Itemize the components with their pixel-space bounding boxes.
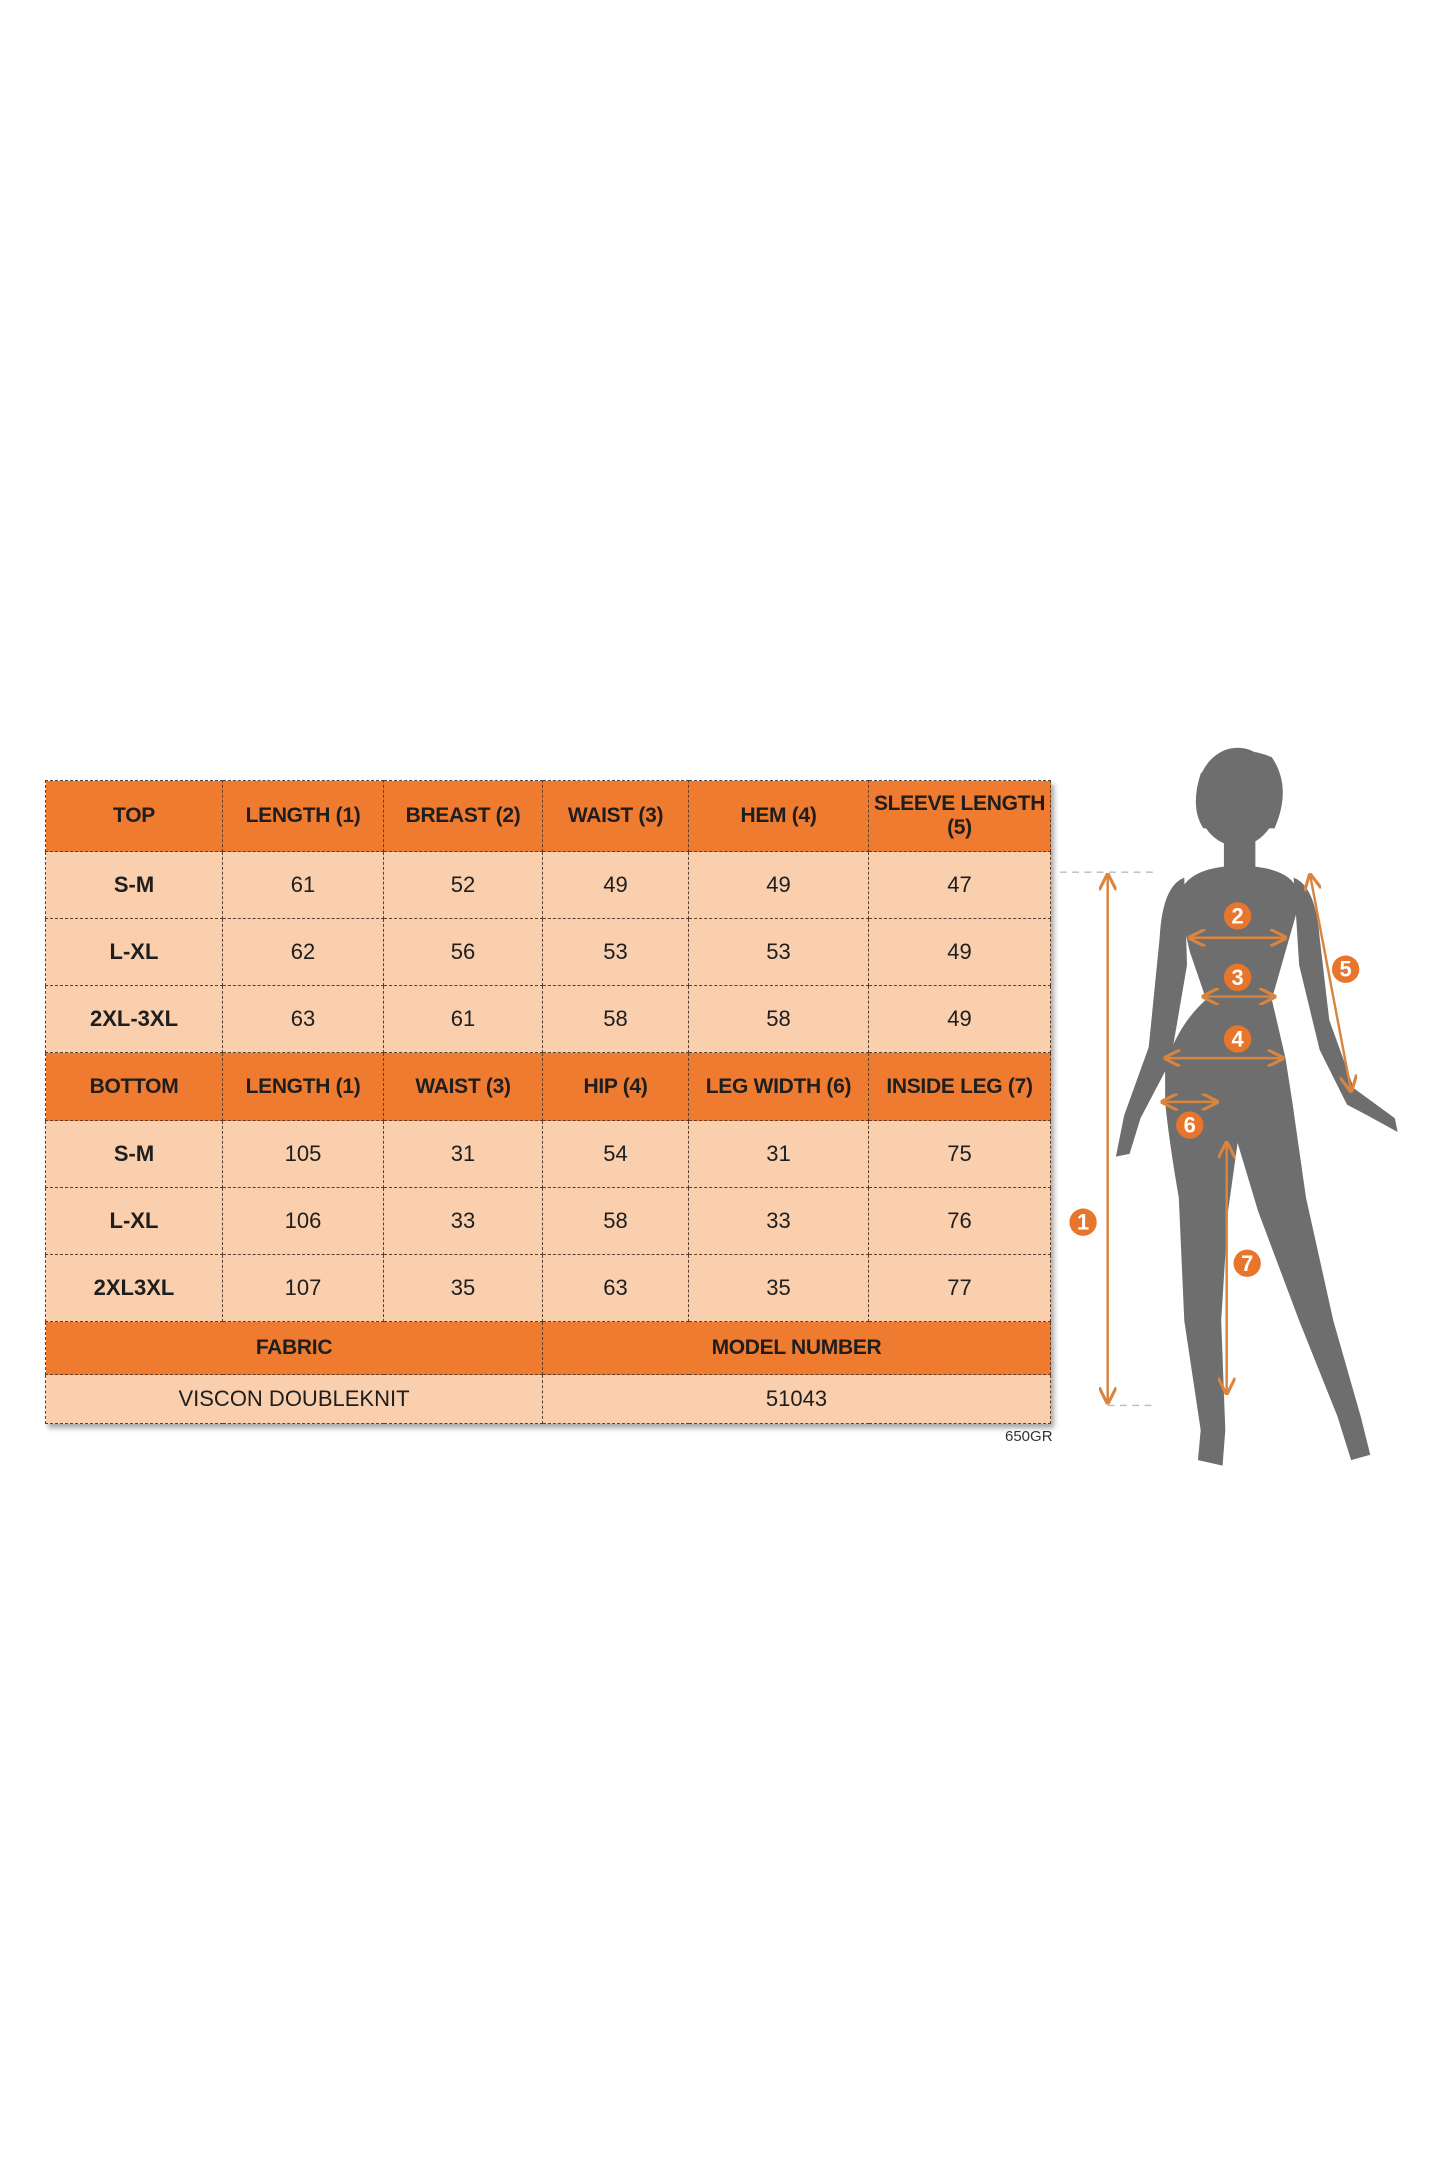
table-cell: 35 bbox=[383, 1254, 543, 1322]
marker-number: 3 bbox=[1232, 965, 1244, 990]
silhouette-icon bbox=[1115, 747, 1398, 1466]
table-cell: 33 bbox=[688, 1187, 869, 1255]
size-chart-table: TOP LENGTH (1) BREAST (2) WAIST (3) HEM (4) S… bbox=[45, 780, 1051, 1424]
table-cell: 63 bbox=[222, 985, 384, 1053]
table-cell: 107 bbox=[222, 1254, 384, 1322]
marker-circle-1 bbox=[1069, 1208, 1097, 1236]
table-cell: 77 bbox=[868, 1254, 1051, 1322]
table-row: 2XL-3XL 63 61 58 58 49 bbox=[45, 985, 1051, 1053]
table-cell: 35 bbox=[688, 1254, 869, 1322]
info-header-row: FABRIC MODEL NUMBER bbox=[45, 1321, 1051, 1375]
marker-number: 6 bbox=[1184, 1113, 1196, 1138]
column-header: BREAST (2) bbox=[383, 780, 543, 852]
marker-number: 4 bbox=[1232, 1026, 1245, 1051]
column-header: INSIDE LEG (7) bbox=[868, 1052, 1051, 1121]
top-header-row: TOP LENGTH (1) BREAST (2) WAIST (3) HEM (4) S… bbox=[45, 780, 1051, 852]
table-cell: 49 bbox=[868, 985, 1051, 1053]
column-header: TOP bbox=[45, 780, 223, 852]
size-label: 2XL-3XL bbox=[45, 985, 223, 1053]
table-cell: 31 bbox=[383, 1120, 543, 1188]
table-cell: 51043 bbox=[542, 1374, 1051, 1424]
table-cell: 53 bbox=[688, 918, 869, 986]
table-cell: 106 bbox=[222, 1187, 384, 1255]
weight-note: 650GR bbox=[1005, 1428, 1053, 1445]
bottom-header-row: BOTTOM LENGTH (1) WAIST (3) HIP (4) LEG WIDT… bbox=[45, 1052, 1051, 1121]
table-cell: 76 bbox=[868, 1187, 1051, 1255]
info-row: VISCON DOUBLEKNIT 51043 bbox=[45, 1374, 1051, 1424]
table-cell: 75 bbox=[868, 1120, 1051, 1188]
column-header: MODEL NUMBER bbox=[542, 1321, 1051, 1375]
table-cell: 56 bbox=[383, 918, 543, 986]
marker-number: 2 bbox=[1232, 903, 1244, 928]
table-cell: 49 bbox=[868, 918, 1051, 986]
column-header: LENGTH (1) bbox=[222, 780, 384, 852]
column-header: HEM (4) bbox=[688, 780, 869, 852]
table-row: S-M 61 52 49 49 47 bbox=[45, 851, 1051, 919]
marker-circle-4 bbox=[1223, 1025, 1252, 1053]
table-cell: 52 bbox=[383, 851, 543, 919]
table-cell: 49 bbox=[688, 851, 869, 919]
marker-circle-7 bbox=[1233, 1249, 1261, 1277]
arrow-sleeve bbox=[1310, 875, 1351, 1091]
marker-circle-2 bbox=[1223, 902, 1252, 930]
table-cell: 33 bbox=[383, 1187, 543, 1255]
table-cell: 49 bbox=[542, 851, 689, 919]
column-header: HIP (4) bbox=[542, 1052, 689, 1121]
column-header: WAIST (3) bbox=[383, 1052, 543, 1121]
table-cell: 63 bbox=[542, 1254, 689, 1322]
table-row: L-XL 106 33 58 33 76 bbox=[45, 1187, 1051, 1255]
marker-circle-5 bbox=[1331, 955, 1360, 983]
size-label: S-M bbox=[45, 851, 223, 919]
column-header: SLEEVE LENGTH (5) bbox=[868, 780, 1051, 852]
marker-number: 7 bbox=[1241, 1251, 1253, 1276]
column-header: BOTTOM bbox=[45, 1052, 223, 1121]
table-cell: 58 bbox=[542, 1187, 689, 1255]
table-cell: 58 bbox=[688, 985, 869, 1053]
table-cell: 31 bbox=[688, 1120, 869, 1188]
table-cell: 47 bbox=[868, 851, 1051, 919]
table-cell: VISCON DOUBLEKNIT bbox=[45, 1374, 543, 1424]
size-label: L-XL bbox=[45, 918, 223, 986]
table-cell: 61 bbox=[222, 851, 384, 919]
marker-number: 1 bbox=[1077, 1210, 1089, 1235]
column-header: LEG WIDTH (6) bbox=[688, 1052, 869, 1121]
table-cell: 105 bbox=[222, 1120, 384, 1188]
table-cell: 61 bbox=[383, 985, 543, 1053]
size-label: L-XL bbox=[45, 1187, 223, 1255]
marker-circle-3 bbox=[1223, 963, 1252, 992]
table-row: 2XL3XL 107 35 63 35 77 bbox=[45, 1254, 1051, 1322]
table-cell: 62 bbox=[222, 918, 384, 986]
table-cell: 58 bbox=[542, 985, 689, 1053]
marker-number: 5 bbox=[1340, 957, 1352, 982]
column-header: LENGTH (1) bbox=[222, 1052, 384, 1121]
table-cell: 53 bbox=[542, 918, 689, 986]
size-label: 2XL3XL bbox=[45, 1254, 223, 1322]
marker-circle-6 bbox=[1176, 1111, 1204, 1139]
column-header: WAIST (3) bbox=[542, 780, 689, 852]
table-row: L-XL 62 56 53 53 49 bbox=[45, 918, 1051, 986]
column-header: FABRIC bbox=[45, 1321, 543, 1375]
size-label: S-M bbox=[45, 1120, 223, 1188]
table-row: S-M 105 31 54 31 75 bbox=[45, 1120, 1051, 1188]
table-cell: 54 bbox=[542, 1120, 689, 1188]
